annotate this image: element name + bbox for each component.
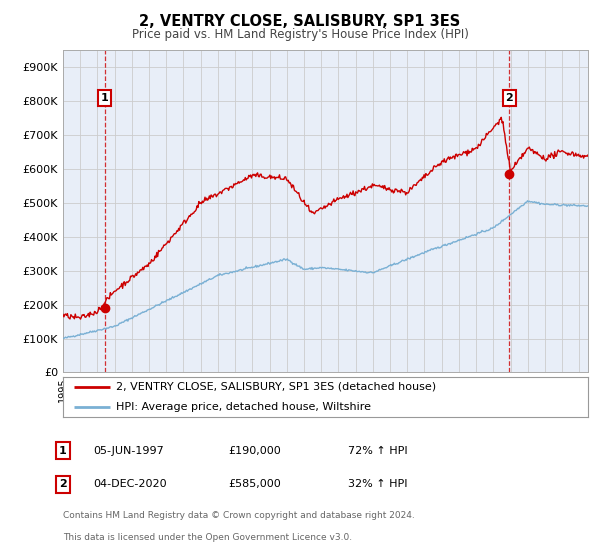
Text: 72% ↑ HPI: 72% ↑ HPI xyxy=(348,446,407,456)
Text: 1: 1 xyxy=(59,446,67,456)
Text: 1: 1 xyxy=(101,93,109,103)
Text: Price paid vs. HM Land Registry's House Price Index (HPI): Price paid vs. HM Land Registry's House … xyxy=(131,28,469,41)
Text: HPI: Average price, detached house, Wiltshire: HPI: Average price, detached house, Wilt… xyxy=(115,402,371,412)
Text: 2, VENTRY CLOSE, SALISBURY, SP1 3ES (detached house): 2, VENTRY CLOSE, SALISBURY, SP1 3ES (det… xyxy=(115,382,436,392)
Text: £585,000: £585,000 xyxy=(228,479,281,489)
Text: This data is licensed under the Open Government Licence v3.0.: This data is licensed under the Open Gov… xyxy=(63,533,352,542)
Text: 2, VENTRY CLOSE, SALISBURY, SP1 3ES: 2, VENTRY CLOSE, SALISBURY, SP1 3ES xyxy=(139,14,461,29)
Text: 05-JUN-1997: 05-JUN-1997 xyxy=(93,446,164,456)
Text: 2: 2 xyxy=(505,93,513,103)
Text: 2: 2 xyxy=(59,479,67,489)
Text: 04-DEC-2020: 04-DEC-2020 xyxy=(93,479,167,489)
Text: £190,000: £190,000 xyxy=(228,446,281,456)
Text: Contains HM Land Registry data © Crown copyright and database right 2024.: Contains HM Land Registry data © Crown c… xyxy=(63,511,415,520)
Text: 32% ↑ HPI: 32% ↑ HPI xyxy=(348,479,407,489)
